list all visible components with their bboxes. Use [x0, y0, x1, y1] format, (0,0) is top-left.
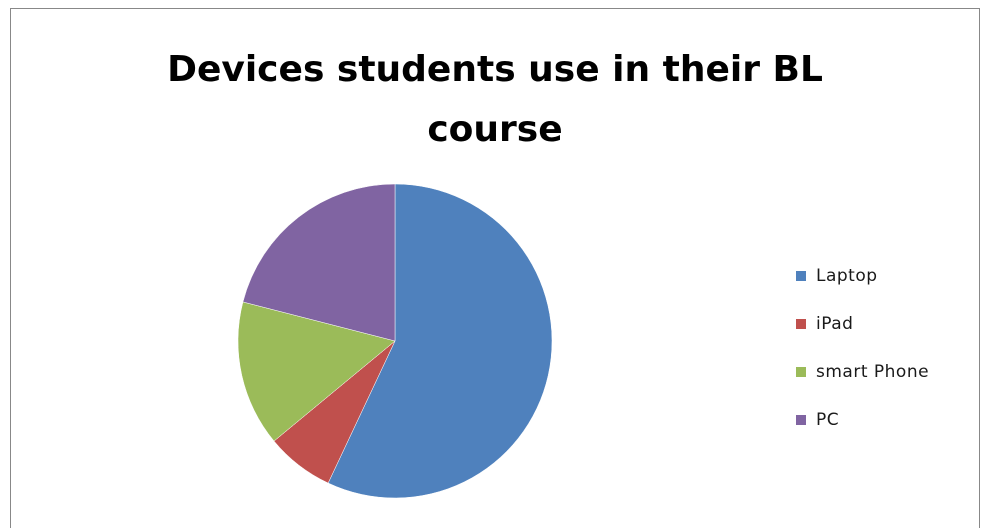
legend-swatch-smart-phone — [796, 367, 806, 377]
pie-slice-pc — [242, 183, 396, 342]
legend-item-laptop: Laptop — [796, 252, 929, 300]
chart-legend: Laptop iPad smart Phone PC — [796, 252, 929, 444]
legend-item-ipad: iPad — [796, 300, 929, 348]
legend-swatch-pc — [796, 415, 806, 425]
chart-title-line-2: course — [427, 109, 563, 150]
legend-swatch-laptop — [796, 271, 806, 281]
chart-title: Devices students use in their BL course — [0, 40, 984, 160]
legend-label-laptop: Laptop — [816, 266, 878, 286]
legend-label-pc: PC — [816, 410, 840, 430]
chart-title-line-1: Devices students use in their BL — [167, 49, 823, 90]
pie-slice-laptop — [327, 183, 553, 499]
legend-item-smart-phone: smart Phone — [796, 348, 929, 396]
legend-item-pc: PC — [796, 396, 929, 444]
legend-swatch-ipad — [796, 319, 806, 329]
pie-slice-smart-phone — [237, 301, 396, 442]
legend-label-smart-phone: smart Phone — [816, 362, 930, 382]
legend-label-ipad: iPad — [816, 314, 854, 334]
